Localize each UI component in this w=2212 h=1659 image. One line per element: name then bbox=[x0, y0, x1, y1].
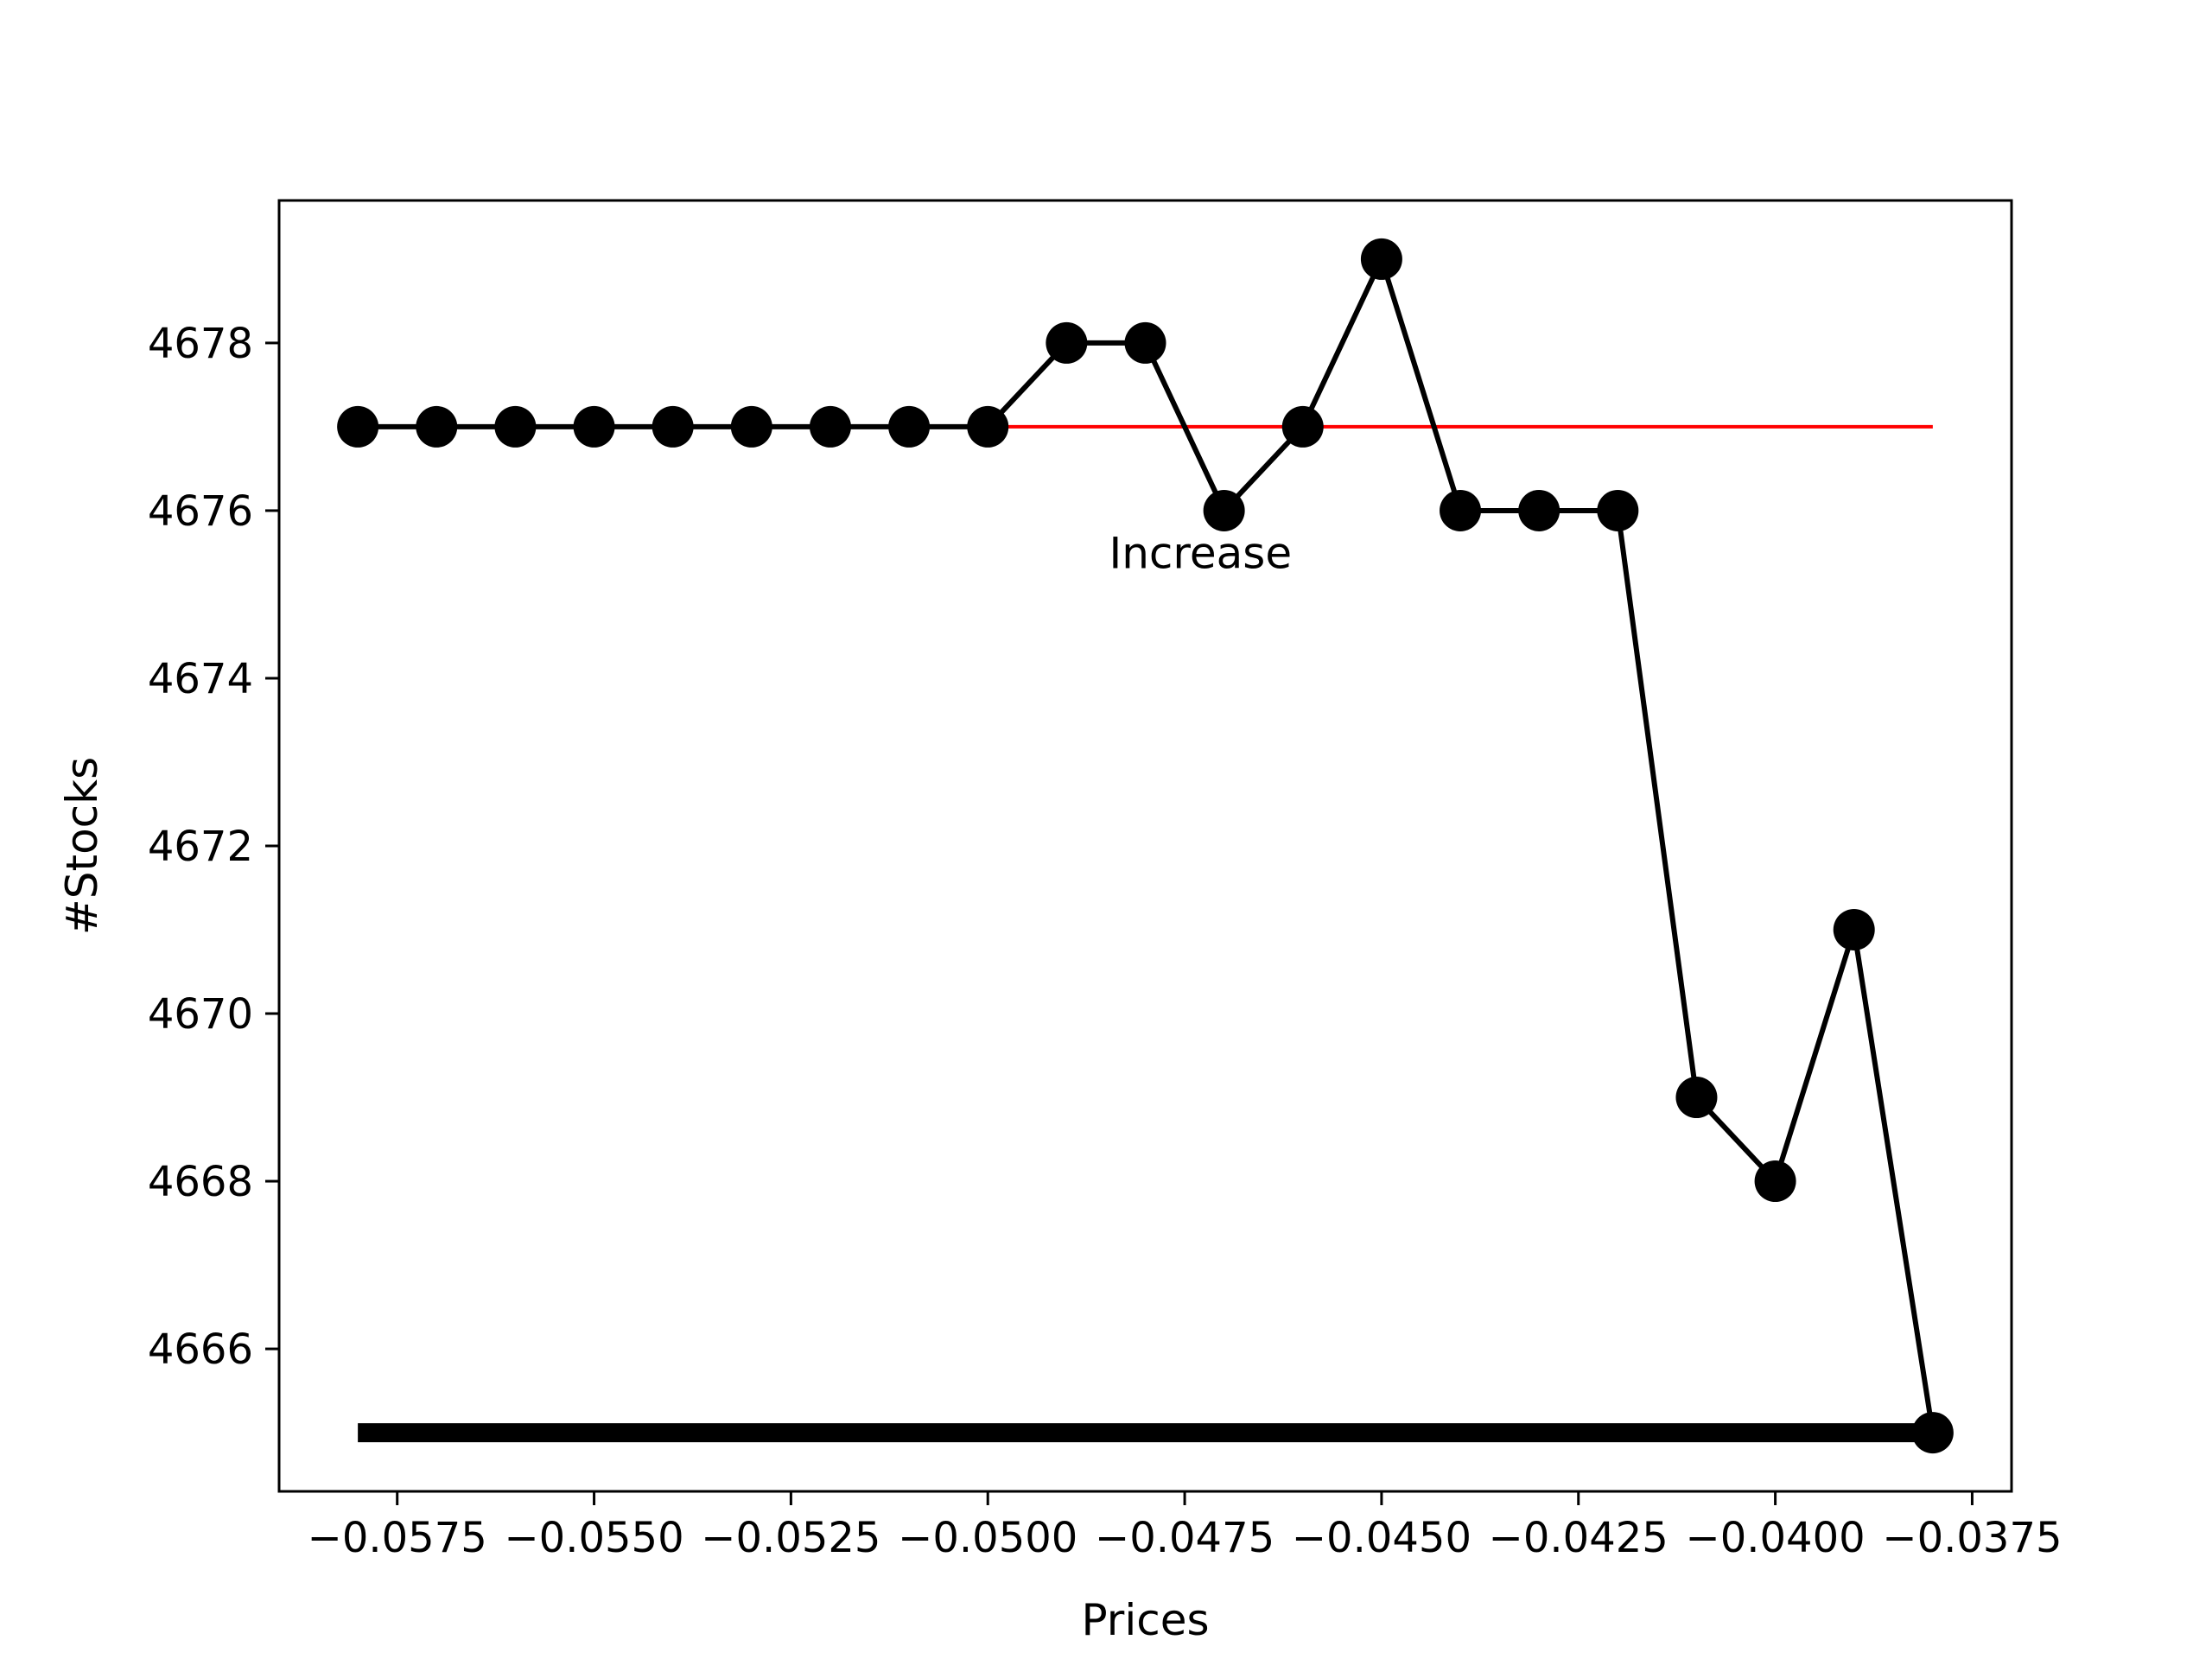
data-point bbox=[573, 405, 615, 448]
data-point bbox=[967, 405, 1009, 448]
y-tick-label: 4674 bbox=[148, 655, 253, 703]
data-point bbox=[1281, 405, 1324, 448]
x-axis-ticks: −0.0575 −0.0550 −0.0525 −0.0500 −0.0475 −0.04… bbox=[308, 1491, 2063, 1562]
y-tick-label: 4676 bbox=[148, 487, 253, 536]
data-point bbox=[1203, 489, 1245, 531]
data-point bbox=[809, 405, 851, 448]
x-tick-label: −0.0500 bbox=[898, 1514, 1077, 1562]
data-point bbox=[1124, 321, 1166, 364]
data-point bbox=[652, 405, 694, 448]
y-tick-label: 4668 bbox=[148, 1158, 253, 1206]
data-point bbox=[1597, 489, 1639, 531]
y-tick-label: 4666 bbox=[148, 1325, 253, 1374]
x-tick-label: −0.0550 bbox=[504, 1514, 683, 1562]
data-point bbox=[888, 405, 931, 448]
data-point bbox=[1833, 909, 1875, 951]
x-tick-label: −0.0475 bbox=[1095, 1514, 1274, 1562]
data-point bbox=[494, 405, 537, 448]
series-layer bbox=[337, 238, 1954, 1454]
data-point bbox=[1518, 489, 1560, 531]
data-point bbox=[1360, 238, 1402, 280]
x-axis-title: Prices bbox=[1081, 1595, 1209, 1645]
data-point bbox=[1046, 321, 1088, 364]
data-point bbox=[1754, 1160, 1796, 1203]
y-tick-label: 4670 bbox=[148, 990, 253, 1039]
y-tick-label: 4672 bbox=[148, 823, 253, 871]
x-tick-label: −0.0575 bbox=[308, 1514, 487, 1562]
x-tick-label: −0.0425 bbox=[1489, 1514, 1669, 1562]
annotations: Increase bbox=[1109, 528, 1292, 578]
data-point bbox=[1911, 1412, 1954, 1454]
x-tick-label: −0.0525 bbox=[701, 1514, 880, 1562]
x-tick-label: −0.0450 bbox=[1292, 1514, 1471, 1562]
x-tick-label: −0.0400 bbox=[1686, 1514, 1866, 1562]
data-point bbox=[730, 405, 772, 448]
data-point bbox=[1675, 1077, 1718, 1119]
x-tick-label: −0.0375 bbox=[1882, 1514, 2062, 1562]
data-point bbox=[416, 405, 458, 448]
plot-frame bbox=[277, 199, 2013, 1493]
data-point bbox=[1440, 489, 1482, 531]
y-axis-title: #Stocks bbox=[57, 757, 107, 935]
reference-lines bbox=[358, 424, 1933, 1443]
data-point bbox=[337, 405, 379, 448]
y-axis-ticks: 4666 4668 4670 4672 4674 4676 4678 bbox=[148, 320, 279, 1374]
y-tick-label: 4678 bbox=[148, 320, 253, 368]
annotation-label: Increase bbox=[1109, 528, 1292, 578]
